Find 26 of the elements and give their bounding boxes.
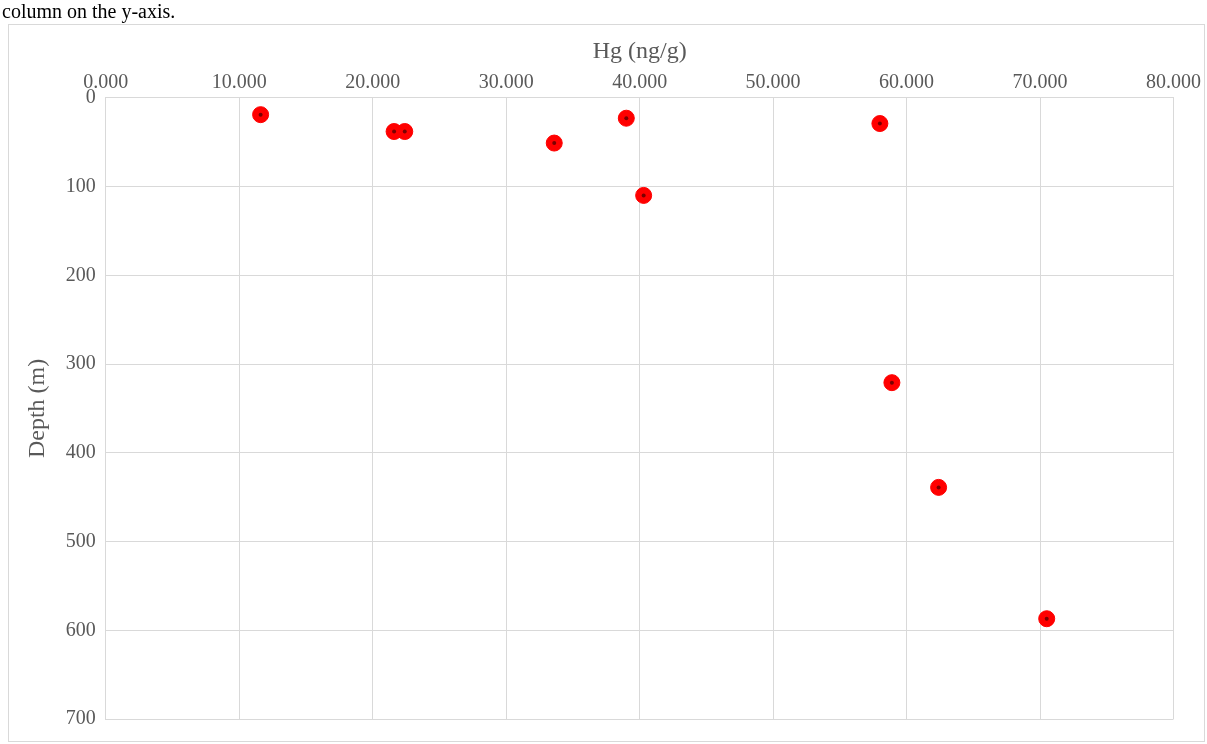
y-tick-label: 200 — [65, 262, 96, 285]
x-tick-label: 60.000 — [879, 70, 935, 93]
point — [871, 115, 889, 133]
y-tick-label: 500 — [65, 528, 96, 551]
x-tick-label: 30.000 — [478, 70, 534, 93]
point — [1038, 610, 1056, 628]
x-tick-label: 70.000 — [1012, 70, 1068, 93]
point — [883, 374, 901, 392]
x-tick-label: 10.000 — [211, 70, 267, 93]
x-tick-label: 20.000 — [345, 70, 401, 93]
y-axis-title: Depth (m) — [22, 358, 49, 459]
point — [635, 186, 653, 204]
y-tick-label: 400 — [65, 440, 96, 463]
y-tick-label: 100 — [65, 173, 96, 196]
point — [252, 106, 270, 124]
point — [545, 134, 563, 152]
y-tick-label: 600 — [65, 617, 96, 640]
x-tick-label: 40.000 — [612, 70, 668, 93]
y-tick-label: 700 — [65, 706, 96, 729]
x-tick-label: 80.000 — [1146, 70, 1201, 93]
point — [930, 478, 948, 496]
point — [617, 109, 635, 127]
x-tick-label: 50.000 — [745, 70, 801, 93]
x-axis-title: Hg (ng/g) — [592, 36, 687, 63]
y-tick-label: 300 — [65, 351, 96, 374]
text: column on the y-axis. — [2, 0, 176, 22]
